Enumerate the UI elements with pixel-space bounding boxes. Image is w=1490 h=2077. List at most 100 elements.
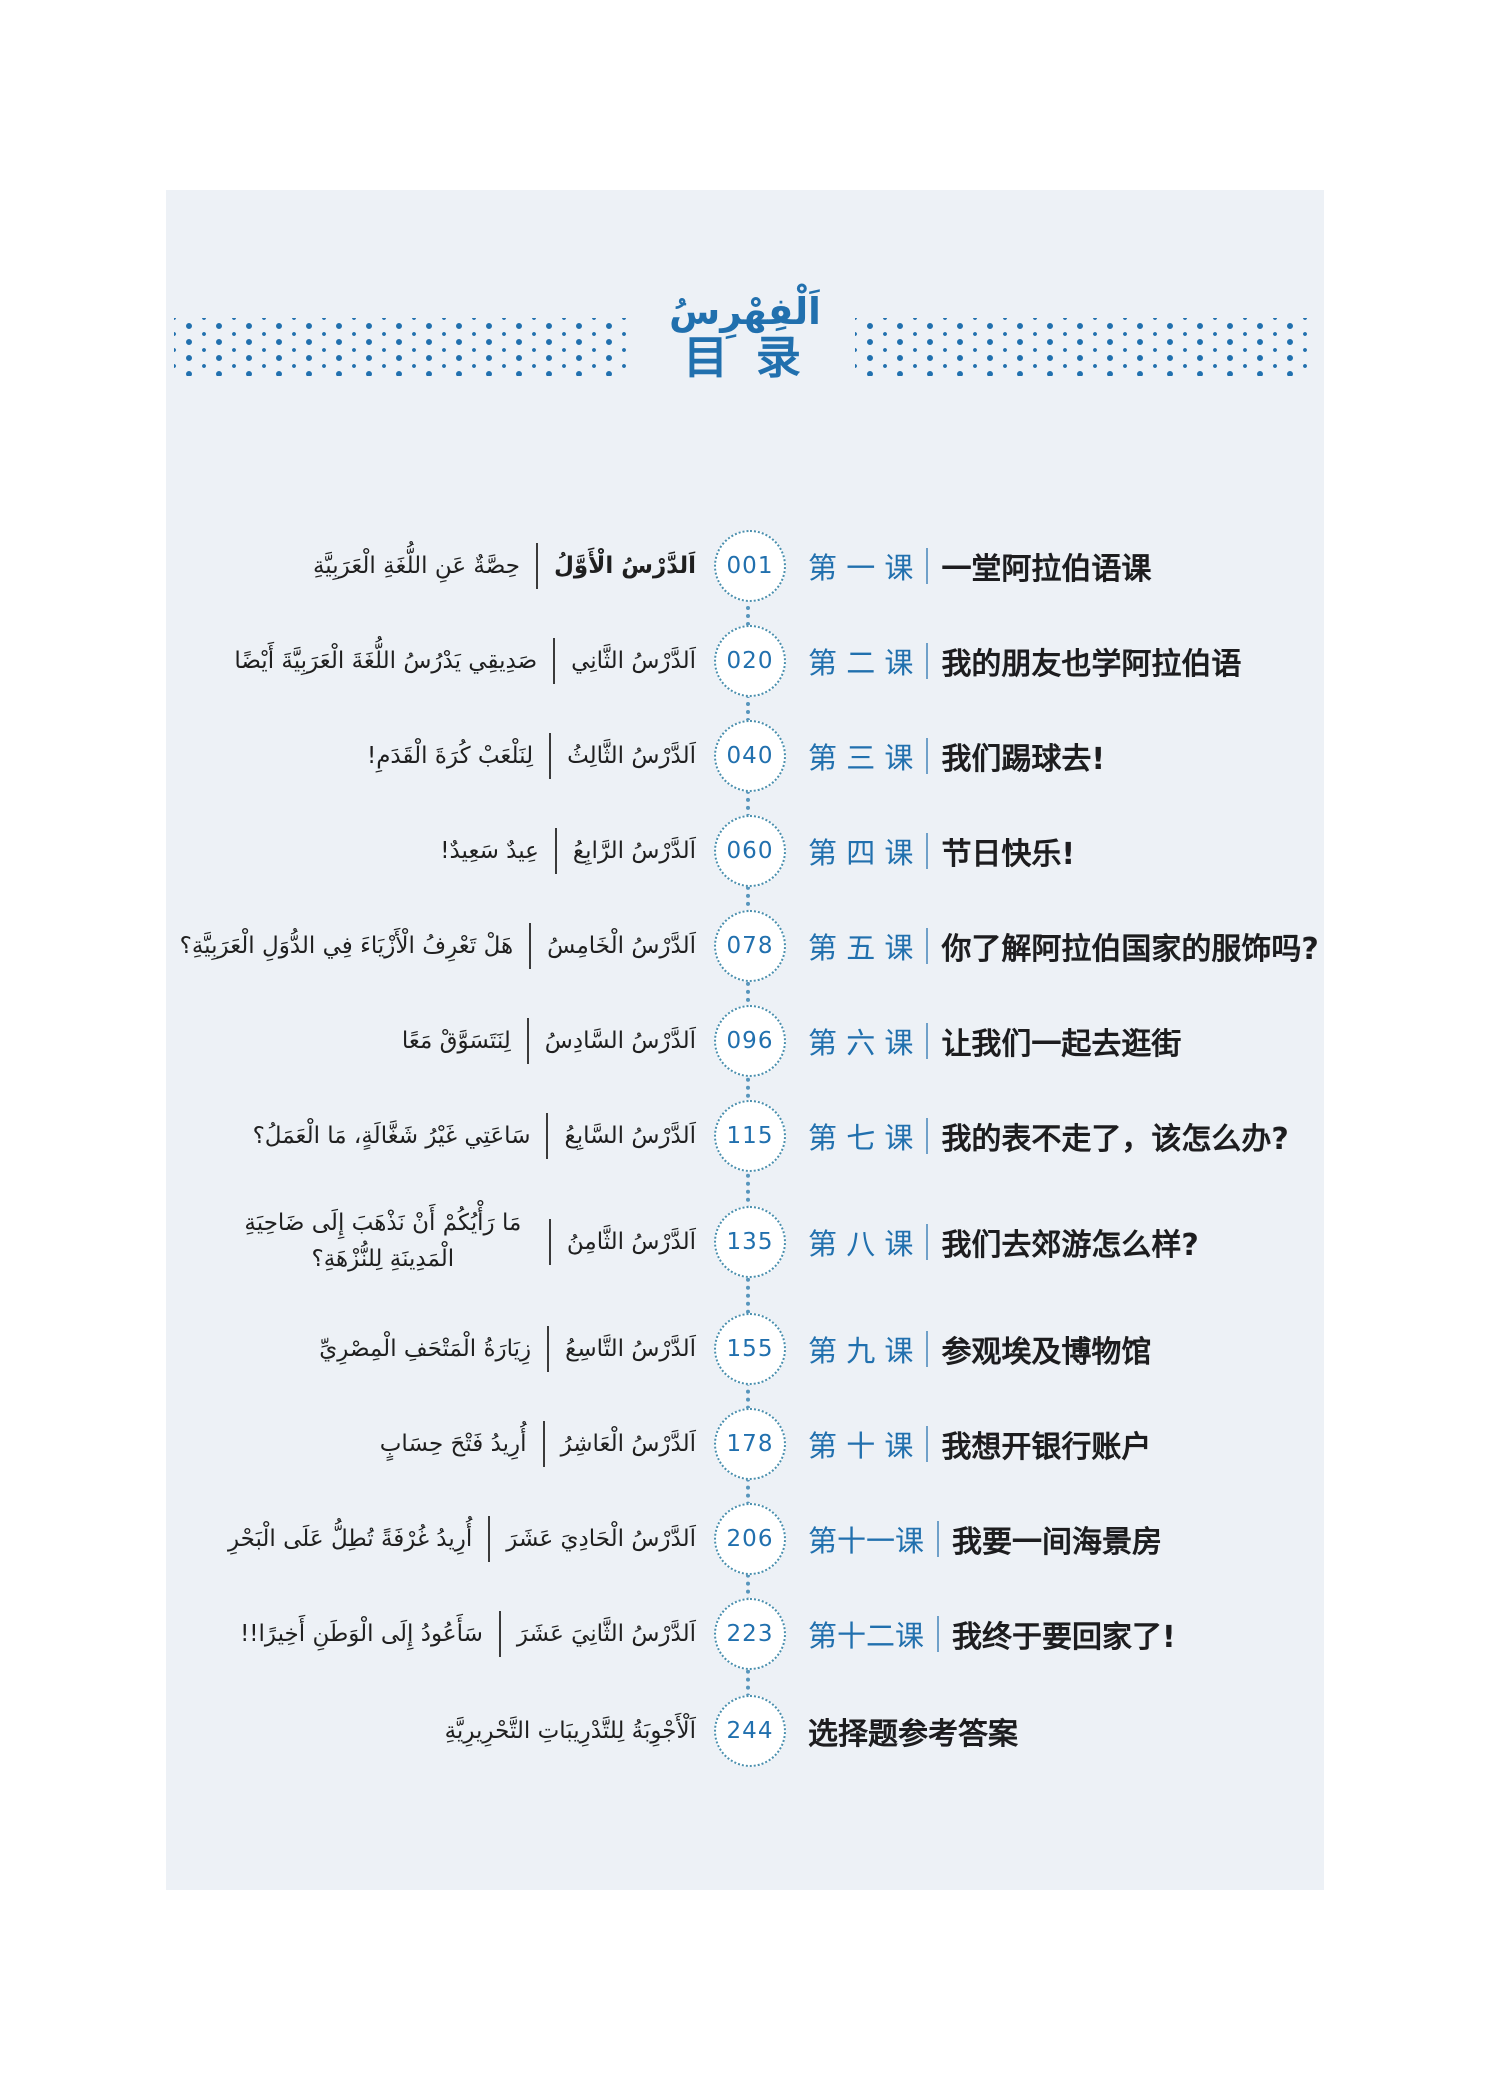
chinese-divider-bar: [926, 1224, 929, 1260]
chinese-lesson-number: 第 二 课: [808, 645, 914, 680]
page-number-badge: 060: [714, 814, 786, 887]
arabic-divider-bar: [549, 732, 552, 779]
arabic-lesson-title: اَلْأَجْوِبَةُ لِلتَّدْرِيبَاتِ التَّحْر…: [444, 1718, 696, 1744]
toc-row: اَلْأَجْوِبَةُ لِلتَّدْرِيبَاتِ التَّحْر…: [166, 1681, 1324, 1781]
chinese-cell: 第 五 课 你了解阿拉伯国家的服饰吗?: [798, 924, 1324, 968]
arabic-divider-bar: [535, 542, 538, 589]
arabic-divider-bar: [529, 922, 532, 969]
toc-header: اَلْفِهْرِسُ 目 录: [166, 288, 1324, 388]
arabic-cell: اَلدَّرْسُ الثَّانِيَ عَشَرَ سَأَعُودُ إ…: [166, 1610, 702, 1657]
page-number-badge: 096: [714, 1004, 786, 1077]
arabic-lesson-name: اَلدَّرْسُ الثَّامِنُ: [566, 1229, 696, 1255]
arabic-lesson-title: لِنَلْعَبْ كُرَةَ الْقَدَمِ!: [366, 742, 534, 769]
chinese-lesson-number: 第 四 课: [808, 835, 914, 870]
page-title: اَلْفِهْرِسُ 目 录: [635, 291, 855, 385]
arabic-lesson-title: هَلْ تَعْرِفُ الْأَزْيَاءَ فِي الدُّوَلِ…: [179, 932, 514, 959]
chinese-divider-bar: [926, 1022, 929, 1059]
arabic-lesson-title: سَأَعُودُ إِلَى الْوَطَنِ أَخِيرًا!!: [240, 1620, 483, 1647]
arabic-lesson-name: اَلدَّرْسُ التَّاسِعُ: [565, 1335, 696, 1362]
page-title-chinese: 目 录: [683, 331, 807, 385]
chinese-lesson-title: 我的表不走了，该怎么办?: [941, 1121, 1289, 1157]
page-number-cell: 040: [702, 719, 798, 792]
chinese-cell: 第 六 课 让我们一起去逛街: [798, 1019, 1324, 1063]
arabic-cell: اَلدَّرْسُ السَّادِسُ لِنَتَسَوَّقْ مَعً…: [166, 1017, 702, 1064]
chinese-divider-bar: [937, 1520, 940, 1557]
page-number-cell: 178: [702, 1407, 798, 1480]
arabic-lesson-title: زِيَارَةُ الْمَتْحَفِ الْمِصْرِيِّ: [319, 1335, 532, 1362]
chinese-cell: 第 一 课 一堂阿拉伯语课: [798, 544, 1324, 588]
chinese-cell: 第 九 课 参观埃及博物馆: [798, 1327, 1324, 1371]
chinese-lesson-title: 我要一间海景房: [952, 1524, 1163, 1560]
arabic-lesson-name: اَلدَّرْسُ الْحَادِيَ عَشَرَ: [506, 1525, 696, 1552]
arabic-lesson-name: اَلدَّرْسُ الثَّانِي: [571, 647, 696, 674]
arabic-lesson-name: اَلدَّرْسُ السَّادِسُ: [544, 1027, 696, 1054]
chinese-lesson-title: 一堂阿拉伯语课: [941, 551, 1152, 587]
arabic-lesson-title: سَاعَتِي غَيْرُ شَغَّالَةٍ، مَا الْعَمَل…: [252, 1122, 531, 1149]
page-number-badge: 078: [714, 909, 786, 982]
page-number-badge: 244: [714, 1695, 786, 1767]
chinese-cell: 第十二课 我终于要回家了!: [798, 1612, 1324, 1656]
arabic-lesson-title: صَدِيقِي يَدْرُسُ اللُّغَةَ الْعَرَبِيَّ…: [234, 647, 538, 674]
chinese-lesson-number: 第十一课: [808, 1523, 925, 1558]
page-number-cell: 223: [702, 1597, 798, 1670]
chinese-lesson-title: 我的朋友也学阿拉伯语: [941, 646, 1242, 682]
arabic-lesson-title: عِيدٌ سَعِيدٌ!: [440, 837, 539, 864]
page-number-cell: 020: [702, 624, 798, 697]
arabic-cell: اَلدَّرْسُ الْأَوَّلُ حِصَّةٌ عَنِ اللُّ…: [166, 542, 702, 589]
chinese-cell: 第 四 课 节日快乐!: [798, 829, 1324, 873]
page-number-badge: 155: [714, 1312, 786, 1385]
arabic-divider-bar: [526, 1017, 529, 1064]
arabic-lesson-name: اَلدَّرْسُ الْعَاشِرُ: [560, 1430, 696, 1457]
chinese-divider-bar: [926, 1425, 929, 1462]
page-number-cell: 206: [702, 1502, 798, 1575]
toc-row: اَلدَّرْسُ الثَّانِيَ عَشَرَ سَأَعُودُ إ…: [166, 1586, 1324, 1681]
chinese-lesson-title: 选择题参考答案: [808, 1717, 1018, 1752]
chinese-lesson-number: 第 九 课: [808, 1333, 914, 1368]
chinese-lesson-number: 第 十 课: [808, 1428, 914, 1463]
page-number-cell: 078: [702, 909, 798, 982]
arabic-cell: اَلدَّرْسُ التَّاسِعُ زِيَارَةُ الْمَتْح…: [166, 1325, 702, 1372]
chinese-cell: 第 十 课 我想开银行账户: [798, 1422, 1324, 1466]
arabic-cell: اَلدَّرْسُ الْخَامِسُ هَلْ تَعْرِفُ الْأ…: [166, 922, 702, 969]
chinese-lesson-title: 我们踢球去!: [941, 741, 1106, 777]
chinese-lesson-title: 节日快乐!: [941, 836, 1076, 872]
chinese-cell: 选择题参考答案: [798, 1709, 1324, 1753]
chinese-cell: 第 二 课 我的朋友也学阿拉伯语: [798, 639, 1324, 683]
toc-row: اَلدَّرْسُ السَّابِعُ سَاعَتِي غَيْرُ شَ…: [166, 1088, 1324, 1183]
toc-row: اَلدَّرْسُ الثَّالِثُ لِنَلْعَبْ كُرَةَ …: [166, 708, 1324, 803]
toc-row: اَلدَّرْسُ السَّادِسُ لِنَتَسَوَّقْ مَعً…: [166, 993, 1324, 1088]
page-number-badge: 001: [714, 529, 786, 602]
toc-row: اَلدَّرْسُ الرَّابِعُ عِيدٌ سَعِيدٌ! 060…: [166, 803, 1324, 898]
arabic-divider-bar: [554, 827, 557, 874]
chinese-lesson-number: 第 七 课: [808, 1120, 914, 1155]
chinese-lesson-number: 第 一 课: [808, 550, 914, 585]
chinese-divider-bar: [926, 547, 929, 584]
chinese-cell: 第十一课 我要一间海景房: [798, 1517, 1324, 1561]
arabic-cell: اَلدَّرْسُ الْحَادِيَ عَشَرَ أُرِيدُ غُر…: [166, 1515, 702, 1562]
chinese-divider-bar: [926, 1117, 929, 1154]
page-number-cell: 115: [702, 1099, 798, 1172]
page-number-cell: 096: [702, 1004, 798, 1077]
toc-row: اَلدَّرْسُ الثَّامِنُ مَا رَأْيُكُمْ أَن…: [166, 1183, 1324, 1301]
arabic-lesson-title: أُرِيدُ فَتْحَ حِسَابٍ: [379, 1430, 527, 1457]
arabic-divider-bar: [553, 637, 556, 684]
toc-row: اَلدَّرْسُ التَّاسِعُ زِيَارَةُ الْمَتْح…: [166, 1301, 1324, 1396]
arabic-divider-bar: [498, 1610, 501, 1657]
chinese-lesson-title: 我终于要回家了!: [952, 1619, 1176, 1655]
arabic-cell: اَلْأَجْوِبَةُ لِلتَّدْرِيبَاتِ التَّحْر…: [166, 1718, 702, 1744]
dotted-pattern-right: [854, 318, 1316, 376]
chinese-lesson-title: 我想开银行账户: [941, 1429, 1152, 1465]
chinese-divider-bar: [926, 642, 929, 679]
arabic-lesson-name: اَلدَّرْسُ الرَّابِعُ: [572, 837, 696, 864]
arabic-lesson-title: أُرِيدُ غُرْفَةً تُطِلُّ عَلَى الْبَحْرِ: [227, 1525, 473, 1552]
page-number-cell: 001: [702, 529, 798, 602]
arabic-divider-bar: [548, 1219, 551, 1265]
chinese-divider-bar: [926, 737, 929, 774]
page-number-badge: 020: [714, 624, 786, 697]
chinese-lesson-number: 第十二课: [808, 1618, 925, 1653]
arabic-lesson-title: لِنَتَسَوَّقْ مَعًا: [401, 1027, 511, 1054]
toc-row: اَلدَّرْسُ الثَّانِي صَدِيقِي يَدْرُسُ ا…: [166, 613, 1324, 708]
arabic-cell: اَلدَّرْسُ الثَّانِي صَدِيقِي يَدْرُسُ ا…: [166, 637, 702, 684]
toc-row: اَلدَّرْسُ الْعَاشِرُ أُرِيدُ فَتْحَ حِس…: [166, 1396, 1324, 1491]
